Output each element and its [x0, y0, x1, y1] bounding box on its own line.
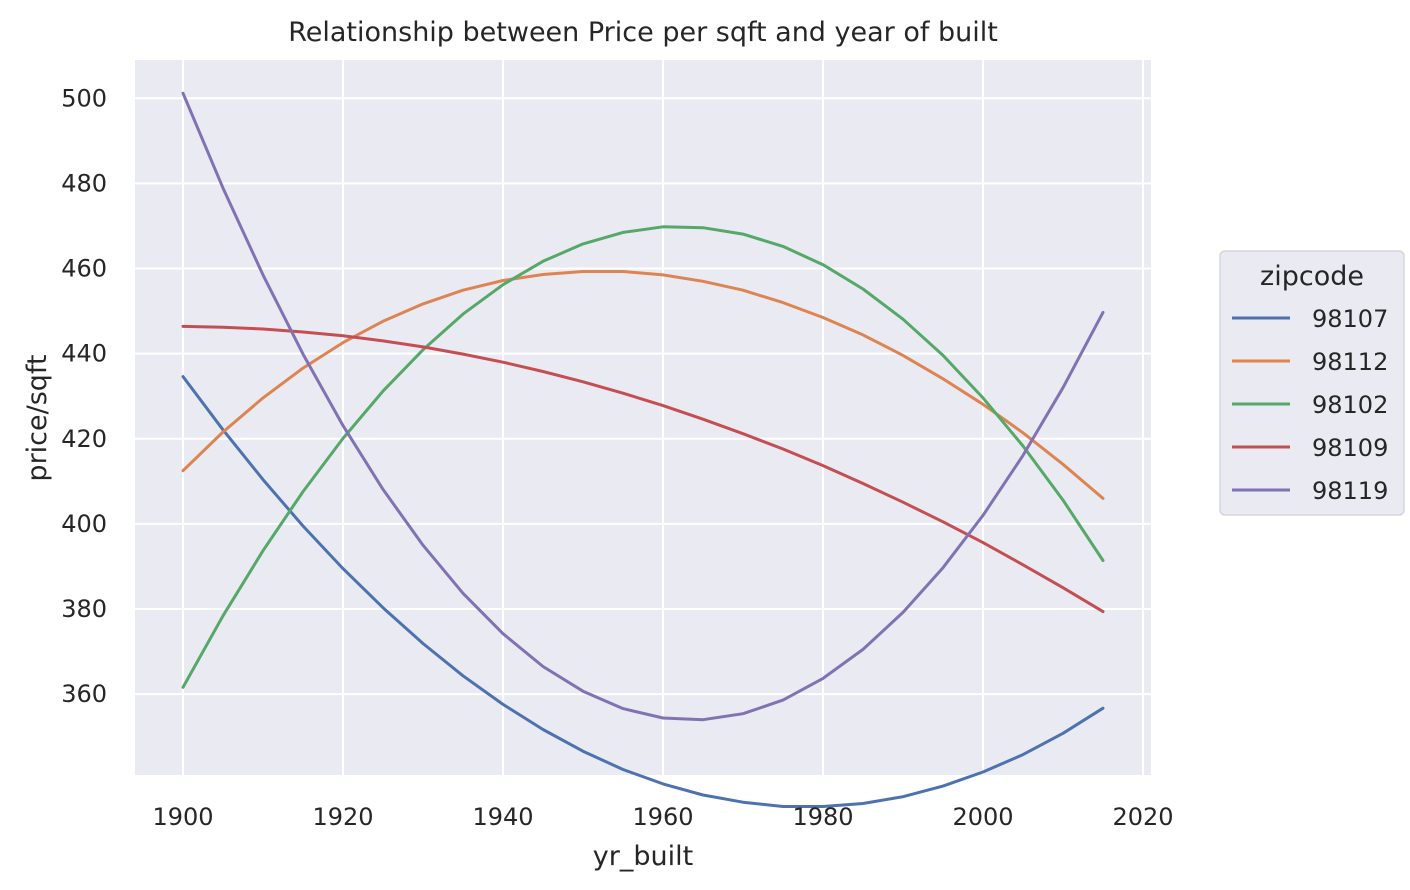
y-tick-label: 380	[61, 595, 107, 623]
legend-label-98107: 98107	[1312, 305, 1388, 333]
x-tick-label: 1980	[792, 803, 853, 831]
x-tick-label: 1900	[152, 803, 213, 831]
x-tick-label: 1940	[472, 803, 533, 831]
series-line-98112	[181, 270, 1105, 500]
y-tick-label: 440	[61, 340, 107, 368]
x-tick-label: 2000	[952, 803, 1013, 831]
y-tick-label: 460	[61, 255, 107, 283]
legend: zipcode 98107 98112 98102 98109 98119	[1219, 250, 1405, 516]
series-line-98109	[181, 324, 1105, 614]
series-line-98119	[181, 91, 1105, 722]
grid-lines	[135, 60, 1151, 775]
chart-title: Relationship between Price per sqft and …	[288, 17, 998, 48]
legend-title: zipcode	[1260, 261, 1364, 292]
x-tick-labels: 1900 1920 1940 1960 1980 2000 2020	[152, 803, 1173, 831]
legend-entries: 98107 98112 98102 98109 98119	[1232, 305, 1388, 505]
y-tick-label: 480	[61, 169, 107, 197]
y-tick-label: 360	[61, 680, 107, 708]
x-tick-label: 1960	[632, 803, 693, 831]
series-line-98102	[181, 225, 1105, 689]
y-tick-label: 500	[61, 84, 107, 112]
legend-label-98102: 98102	[1312, 391, 1388, 419]
y-tick-label: 400	[61, 510, 107, 538]
x-tick-label: 1920	[312, 803, 373, 831]
legend-label-98119: 98119	[1312, 477, 1388, 505]
plot-area	[135, 60, 1151, 775]
y-tick-label: 420	[61, 425, 107, 453]
legend-label-98109: 98109	[1312, 434, 1388, 462]
legend-label-98112: 98112	[1312, 348, 1388, 376]
series-line-98107	[181, 375, 1105, 808]
y-axis-label: price/sqft	[22, 354, 53, 481]
series-lines	[181, 91, 1105, 808]
x-tick-label: 2020	[1112, 803, 1173, 831]
x-axis-label: yr_built	[593, 841, 693, 872]
y-tick-labels: 360 380 400 420 440 460 480 500	[61, 84, 107, 708]
